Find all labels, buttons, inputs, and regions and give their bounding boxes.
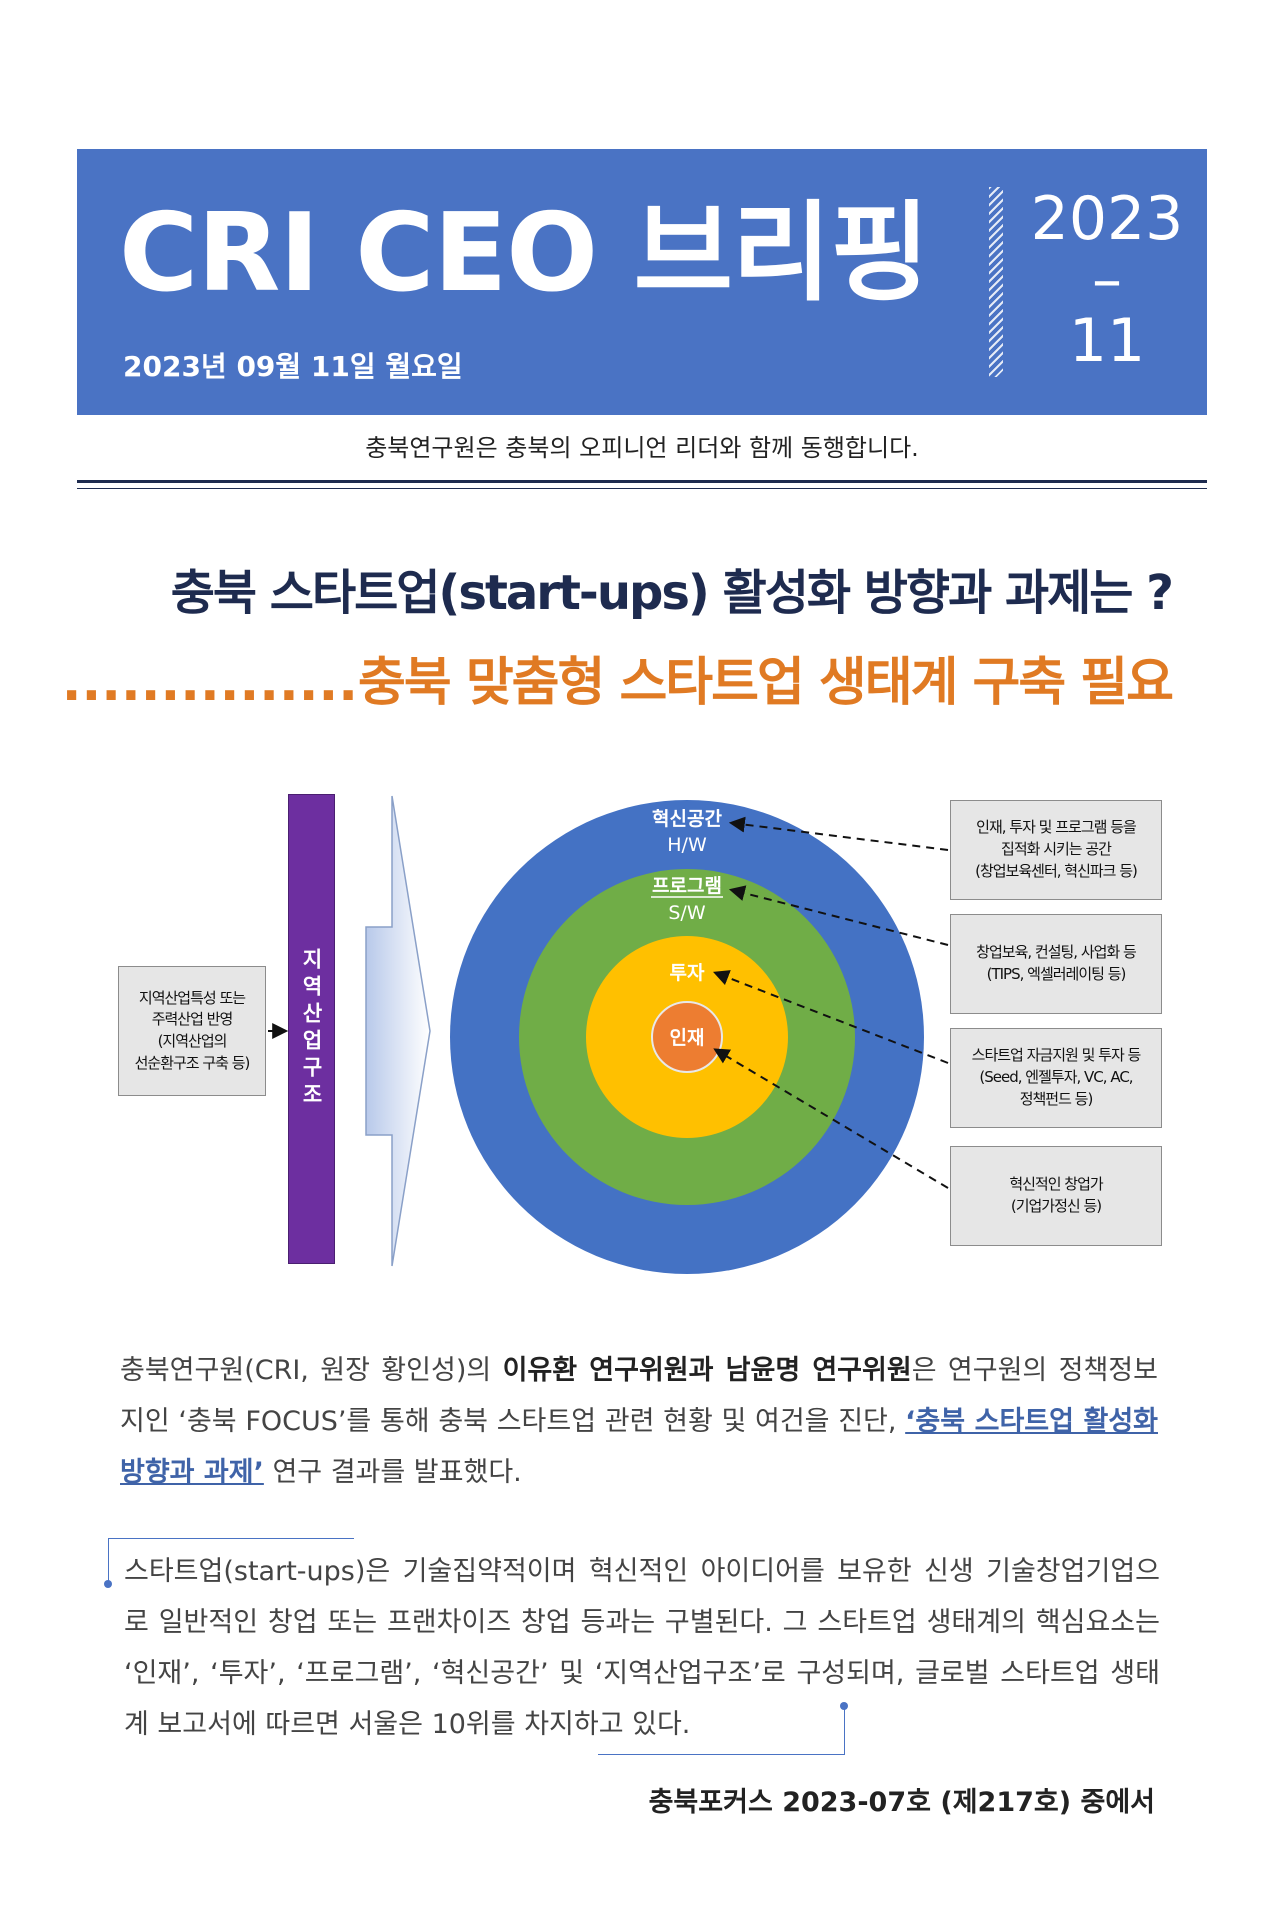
outer-title: 혁신공간 [652,808,722,830]
source-citation: 충북포커스 2023-07호 (제217호) 중에서 [648,1787,1155,1818]
headline-sub-text: 충북 맞춤형 스타트업 생태계 구축 필요 [358,653,1174,713]
inner-label: 투자 [670,962,705,984]
divider-thick [77,480,1207,483]
paragraph-definition: 스타트업(start-ups)은 기술집약적이며 혁신적인 아이디어를 보유한 … [124,1556,1160,1740]
headline-sub: ...............충북 맞춤형 스타트업 생태계 구축 필요 [61,640,1174,715]
headline-main: 충북 스타트업(start-ups) 활성화 방향과 과제는 ? [170,565,1174,621]
diagram-graphics: 혁신공간 H/W 프로그램 S/W 투자 인재 [268,795,949,1274]
quote-bracket-bottom-right [598,1706,845,1755]
paragraph-intro: 충북연구원(CRI, 원장 황인성)의 이유환 연구위원과 남윤명 연구위원은 … [120,1345,1158,1498]
divider-thin [77,488,1207,489]
right-box-talent: 혁신적인 창업가 (기업가정신 등) [950,1146,1162,1246]
ecosystem-diagram: 지역산업특성 또는 주력산업 반영 (지역산업의 선순환구조 구축 등) 지역산… [0,780,1280,1280]
right-box-space: 인재, 투자 및 프로그램 등을 집적화 시키는 공간 (창업보육센터, 혁신파… [950,800,1162,900]
researchers: 이유환 연구위원과 남윤명 연구위원 [502,1355,912,1386]
middle-title: 프로그램 [652,875,722,897]
intro-part-d: 연구 결과를 발표했다. [263,1457,522,1488]
regional-industry-bar-label: 지역산업구조 [299,948,324,1110]
regional-industry-bar: 지역산업구조 [288,794,335,1264]
right-box-investment: 스타트업 자금지원 및 투자 등 (Seed, 엔젤투자, VC, AC, 정책… [950,1028,1162,1128]
issue-number: 2023 – 11 [1030,184,1184,377]
connector-core [713,1048,949,1189]
hatch-divider [989,187,1003,377]
regional-industry-box: 지역산업특성 또는 주력산업 반영 (지역산업의 선순환구조 구축 등) [118,966,266,1096]
briefing-date: 2023년 09월 11일 월요일 [123,350,463,383]
core-label: 인재 [670,1027,705,1049]
quote-dot-bottom-right [840,1702,848,1710]
briefing-title: CRI CEO 브리핑 [119,191,930,316]
chevron-arrow-icon [365,795,431,1267]
intro-part-c: 은 연구원의 정책정보지인 ‘충북 FOCUS’를 통해 충북 스타트업 관련 … [120,1355,1158,1437]
outer-sub: H/W [667,834,707,856]
intro-part-a: 충북연구원(CRI, 원장 황인성)의 [120,1355,503,1386]
quote-bracket-top-left [108,1538,354,1587]
quote-dot-top-left [104,1580,112,1588]
tagline: 충북연구원은 충북의 오피니언 리더와 함께 동행합니다. [365,434,919,462]
right-box-program: 창업보육, 컨설팅, 사업화 등 (TIPS, 엑셀러레이팅 등) [950,914,1162,1014]
middle-sub: S/W [668,902,705,924]
header-banner: CRI CEO 브리핑 2023년 09월 11일 월요일 2023 – 11 [77,149,1207,415]
connector-middle [728,885,949,946]
circle-core [651,1001,723,1073]
report-title-link[interactable]: ‘충북 스타트업 활성화 방향과 과제’ [120,1406,1158,1488]
headline-sub-dots: ............... [61,653,359,713]
